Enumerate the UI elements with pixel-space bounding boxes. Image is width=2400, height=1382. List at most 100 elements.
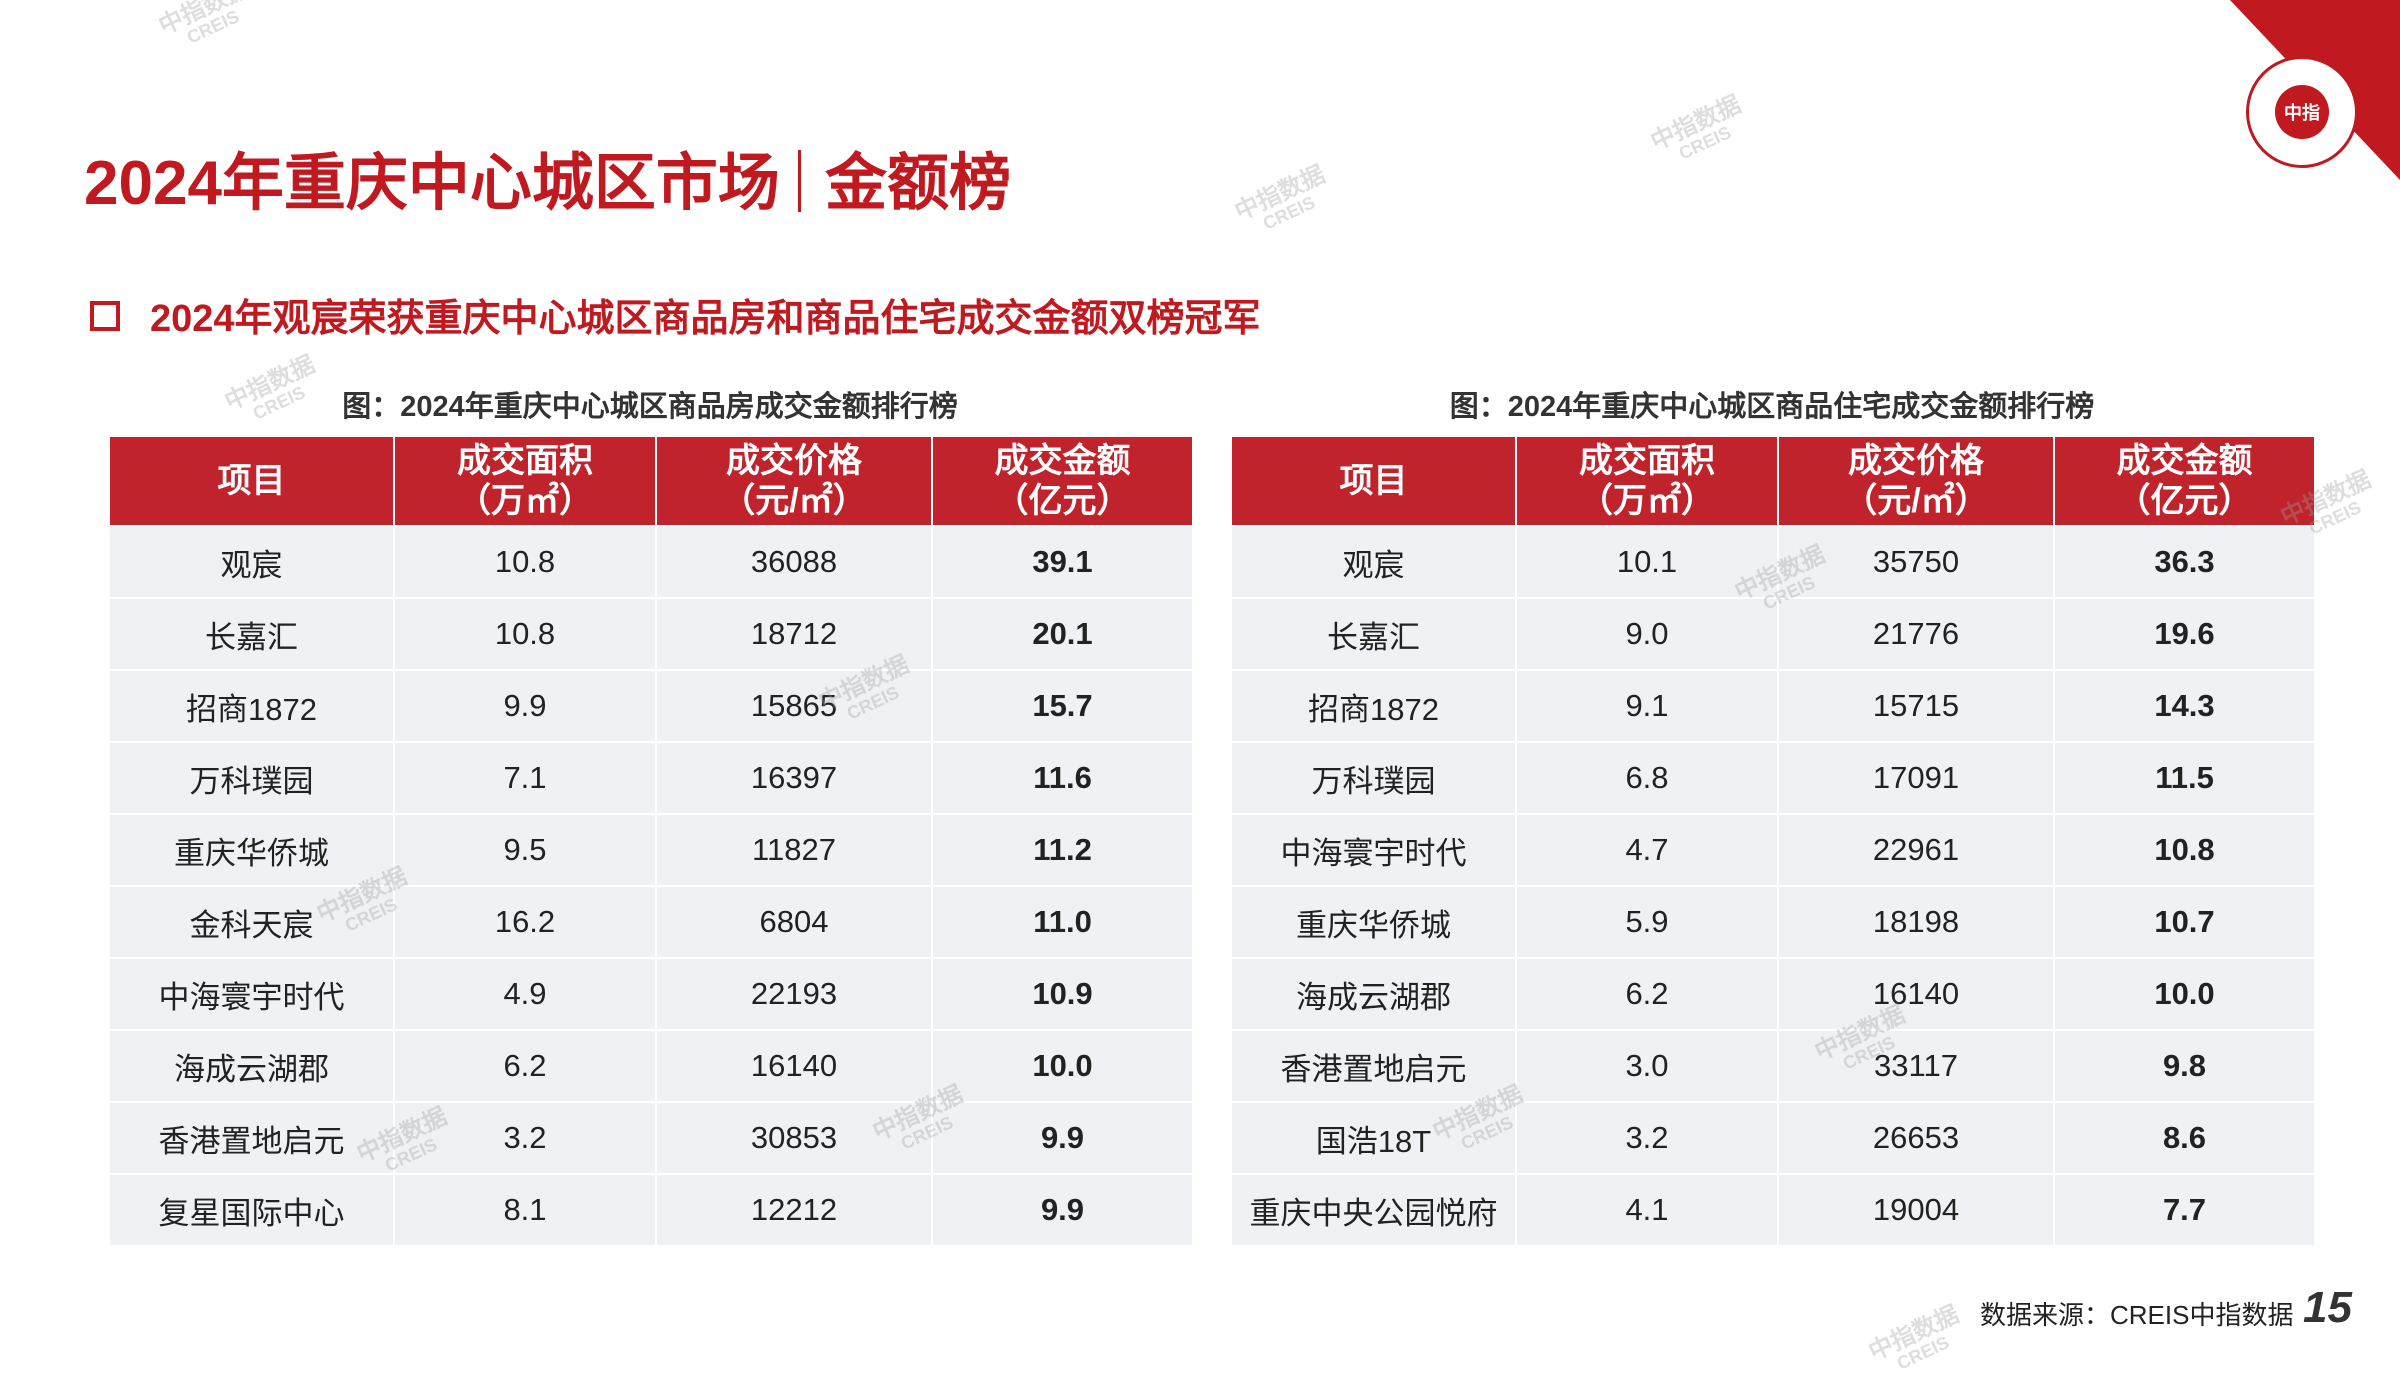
column-header: 项目 [110, 437, 395, 526]
amount-cell: 11.0 [932, 885, 1192, 958]
project-name-cell: 海成云湖郡 [1232, 957, 1517, 1030]
project-name-cell: 观宸 [1232, 525, 1517, 598]
table-row: 万科璞园 7.1 16397 11.6 [110, 741, 1192, 814]
area-cell: 6.2 [1516, 957, 1779, 1030]
table-row: 海成云湖郡 6.2 16140 10.0 [110, 1029, 1192, 1102]
project-name-cell: 中海寰宇时代 [1232, 813, 1517, 886]
project-name-cell: 长嘉汇 [110, 597, 395, 670]
price-cell: 22193 [656, 957, 933, 1030]
project-name-cell: 香港置地启元 [1232, 1029, 1517, 1102]
price-cell: 17091 [1778, 741, 2055, 814]
price-cell: 18198 [1778, 885, 2055, 958]
amount-cell: 20.1 [932, 597, 1192, 670]
price-cell: 26653 [1778, 1101, 2055, 1174]
column-header: 成交金额 （亿元） [2054, 437, 2314, 526]
price-cell: 16140 [656, 1029, 933, 1102]
table-row: 重庆华侨城 5.9 18198 10.7 [1232, 885, 2314, 958]
column-header: 成交价格 （元/㎡） [1778, 437, 2055, 526]
table-row: 招商1872 9.9 15865 15.7 [110, 669, 1192, 742]
column-header-label: 项目 [217, 462, 286, 500]
project-name-cell: 万科璞园 [110, 741, 395, 814]
title-main: 2024年重庆中心城区市场 [84, 149, 780, 218]
area-cell: 9.1 [1516, 669, 1779, 742]
area-cell: 9.5 [394, 813, 657, 886]
amount-cell: 11.2 [932, 813, 1192, 886]
area-cell: 16.2 [394, 885, 657, 958]
table-row: 香港置地启元 3.0 33117 9.8 [1232, 1029, 2314, 1102]
subtitle-text: 2024年观宸荣获重庆中心城区商品房和商品住宅成交金额双榜冠军 [150, 298, 1261, 340]
area-cell: 3.2 [1516, 1101, 1779, 1174]
area-cell: 8.1 [394, 1173, 657, 1245]
area-cell: 10.8 [394, 597, 657, 670]
table-row: 香港置地启元 3.2 30853 9.9 [110, 1101, 1192, 1174]
table-row: 海成云湖郡 6.2 16140 10.0 [1232, 957, 2314, 1030]
column-header-label: 成交金额 [994, 442, 1131, 480]
column-header-unit: （亿元） [994, 482, 1131, 520]
logo-seal-icon: 中指 [2246, 56, 2358, 168]
project-name-cell: 招商1872 [1232, 669, 1517, 742]
bullet-square-icon [90, 301, 120, 331]
area-cell: 10.8 [394, 525, 657, 598]
price-cell: 16140 [1778, 957, 2055, 1030]
area-cell: 5.9 [1516, 885, 1779, 958]
column-header: 成交面积 （万㎡） [1516, 437, 1779, 526]
area-cell: 6.2 [394, 1029, 657, 1102]
table-row: 长嘉汇 9.0 21776 19.6 [1232, 597, 2314, 670]
price-cell: 21776 [1778, 597, 2055, 670]
title-section: 金额榜 [824, 149, 1011, 218]
amount-cell: 11.6 [932, 741, 1192, 814]
column-header-unit: （万㎡） [1579, 482, 1715, 520]
amount-cell: 9.9 [932, 1173, 1192, 1245]
area-cell: 4.9 [394, 957, 657, 1030]
project-name-cell: 重庆中央公园悦府 [1232, 1173, 1517, 1245]
area-cell: 9.9 [394, 669, 657, 742]
column-header-unit: （万㎡） [457, 482, 593, 520]
table-header-row: 项目 成交面积 （万㎡） 成交价格 （元/㎡） 成交金额 （亿元） [1232, 437, 2314, 526]
table-caption-left: 图：2024年重庆中心城区商品房成交金额排行榜 [342, 391, 958, 423]
amount-cell: 39.1 [932, 525, 1192, 598]
project-name-cell: 海成云湖郡 [110, 1029, 395, 1102]
area-cell: 3.2 [394, 1101, 657, 1174]
column-header-unit: （元/㎡） [721, 482, 867, 520]
amount-cell: 11.5 [2054, 741, 2314, 814]
amount-cell: 14.3 [2054, 669, 2314, 742]
project-name-cell: 长嘉汇 [1232, 597, 1517, 670]
price-cell: 35750 [1778, 525, 2055, 598]
table-row: 重庆华侨城 9.5 11827 11.2 [110, 813, 1192, 886]
table-row: 观宸 10.1 35750 36.3 [1232, 525, 2314, 598]
amount-cell: 10.8 [2054, 813, 2314, 886]
column-header: 成交价格 （元/㎡） [656, 437, 933, 526]
page-number: 15 [2303, 1283, 2352, 1332]
amount-cell: 9.8 [2054, 1029, 2314, 1102]
price-cell: 16397 [656, 741, 933, 814]
price-cell: 11827 [656, 813, 933, 886]
column-header-unit: （元/㎡） [1843, 482, 1989, 520]
price-cell: 30853 [656, 1101, 933, 1174]
amount-cell: 36.3 [2054, 525, 2314, 598]
area-cell: 7.1 [394, 741, 657, 814]
watermark: 中指数据 CREIS [1646, 90, 1746, 164]
price-cell: 33117 [1778, 1029, 2055, 1102]
page-title: 2024年重庆中心城区市场 金额榜 [84, 150, 1011, 215]
project-name-cell: 香港置地启元 [110, 1101, 395, 1174]
price-cell: 22961 [1778, 813, 2055, 886]
table-row: 金科天宸 16.2 6804 11.0 [110, 885, 1192, 958]
amount-cell: 9.9 [932, 1101, 1192, 1174]
amount-cell: 10.9 [932, 957, 1192, 1030]
table-row: 万科璞园 6.8 17091 11.5 [1232, 741, 2314, 814]
area-cell: 6.8 [1516, 741, 1779, 814]
table-row: 招商1872 9.1 15715 14.3 [1232, 669, 2314, 742]
area-cell: 9.0 [1516, 597, 1779, 670]
column-header-unit: （亿元） [2116, 482, 2253, 520]
column-header-label: 成交金额 [2116, 442, 2253, 480]
price-cell: 18712 [656, 597, 933, 670]
project-name-cell: 中海寰宇时代 [110, 957, 395, 1030]
area-cell: 4.7 [1516, 813, 1779, 886]
project-name-cell: 万科璞园 [1232, 741, 1517, 814]
ranking-table-commercial: 项目 成交面积 （万㎡） 成交价格 （元/㎡） 成交金额 （亿元） 观宸 10.8 36088 3… [110, 437, 1192, 1245]
amount-cell: 15.7 [932, 669, 1192, 742]
project-name-cell: 招商1872 [110, 669, 395, 742]
amount-cell: 8.6 [2054, 1101, 2314, 1174]
price-cell: 6804 [656, 885, 933, 958]
project-name-cell: 观宸 [110, 525, 395, 598]
